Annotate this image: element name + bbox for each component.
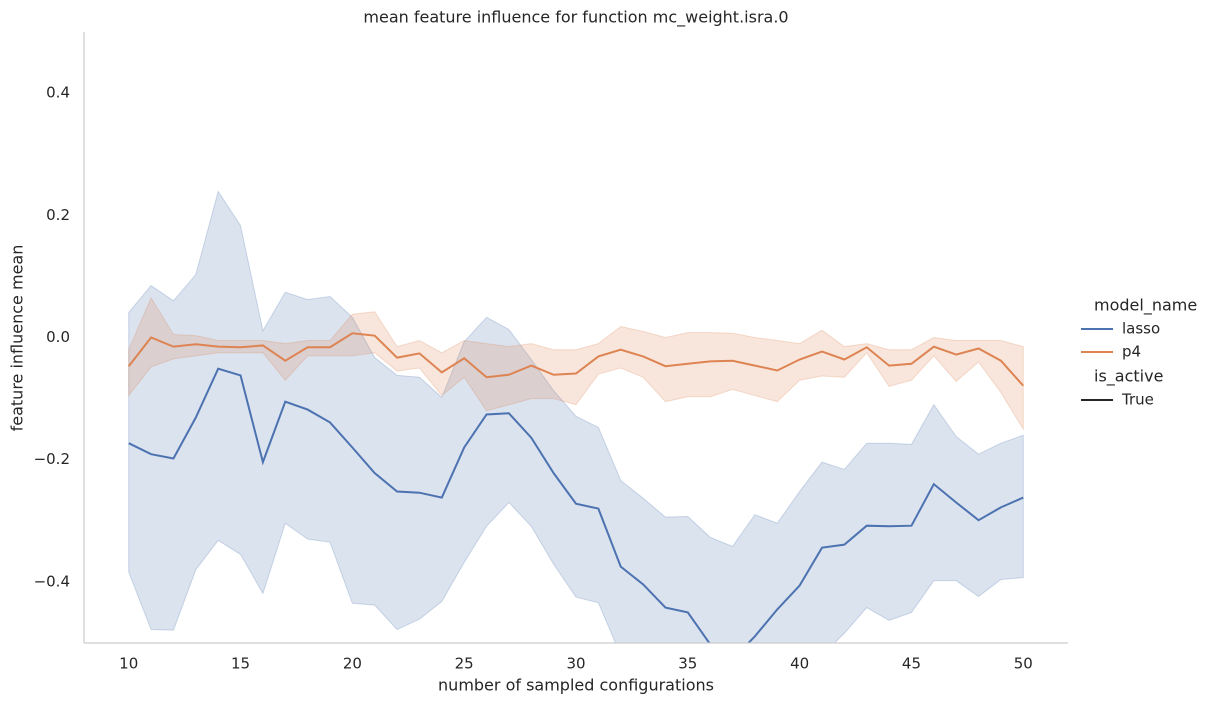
lines — [127, 332, 1025, 643]
series-line — [127, 332, 1025, 387]
y-axis-label: feature influence mean — [8, 245, 27, 432]
x-tick-label: 10 — [119, 655, 138, 673]
chart-title: mean feature influence for function mc_w… — [363, 8, 788, 28]
x-tick-label: 35 — [678, 655, 697, 673]
y-tick-label: 0.0 — [46, 328, 70, 346]
x-axis-label: number of sampled configurations — [438, 676, 714, 695]
x-tick-label: 40 — [790, 655, 809, 673]
y-tick-label: −0.2 — [34, 450, 70, 468]
x-tick-label: 25 — [455, 655, 474, 673]
x-tick-label: 20 — [343, 655, 362, 673]
confidence-band — [128, 296, 1024, 431]
series-line — [128, 367, 1024, 643]
confidence-band — [128, 190, 1024, 643]
y-tick-label: 0.4 — [46, 84, 70, 102]
x-tick-label: 45 — [902, 655, 921, 673]
legend-label: p4 — [1122, 343, 1141, 361]
y-tick-label: 0.2 — [46, 206, 70, 224]
legend-title: model_name — [1094, 296, 1197, 316]
x-tick-label: 15 — [231, 655, 250, 673]
bands — [128, 190, 1024, 643]
legend-label: True — [1121, 391, 1154, 409]
x-tick-label: 30 — [566, 655, 585, 673]
x-tick-label: 50 — [1014, 655, 1033, 673]
legend-title: is_active — [1094, 367, 1163, 387]
y-tick-label: −0.4 — [34, 572, 70, 590]
legend-label: lasso — [1122, 320, 1160, 338]
